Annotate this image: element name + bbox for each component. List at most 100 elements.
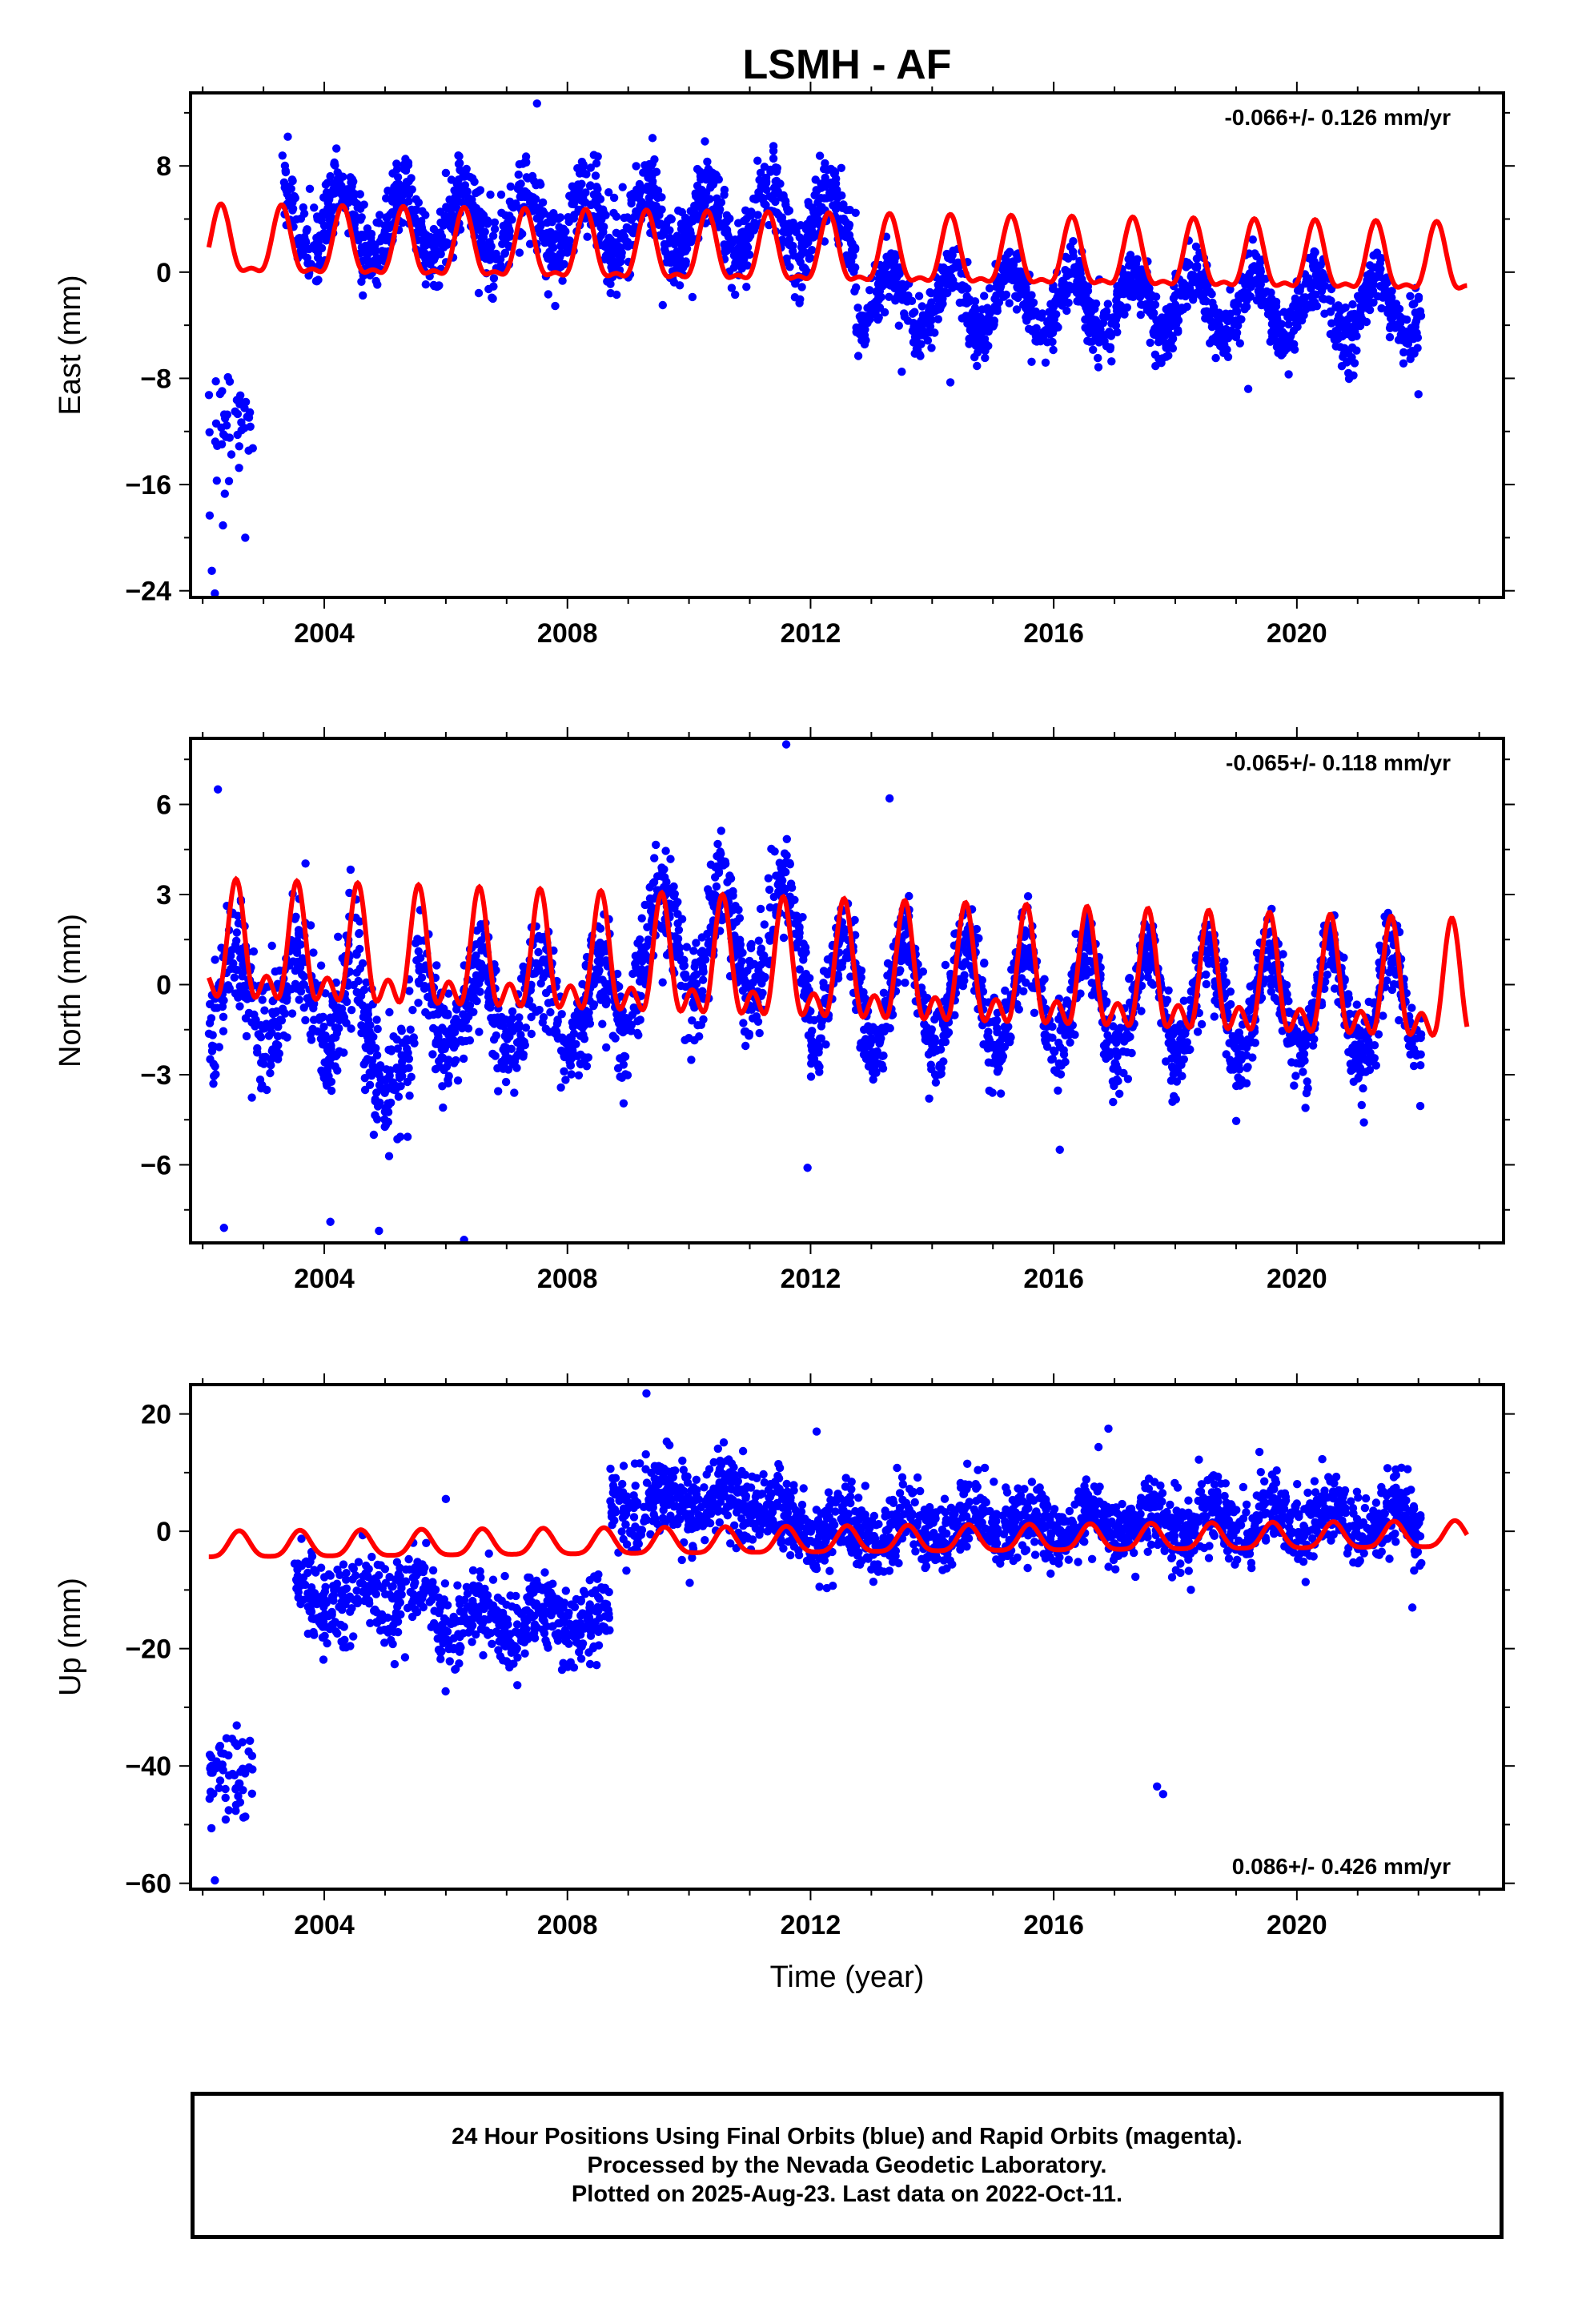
data-point bbox=[580, 1010, 589, 1019]
data-point bbox=[1118, 276, 1126, 286]
data-point bbox=[1248, 263, 1257, 272]
data-point bbox=[470, 177, 479, 187]
data-point bbox=[602, 1043, 611, 1052]
data-point bbox=[272, 1020, 281, 1030]
data-point bbox=[1028, 327, 1037, 336]
data-point bbox=[207, 1014, 216, 1023]
data-point bbox=[258, 1084, 267, 1092]
data-point bbox=[475, 1027, 484, 1036]
data-point bbox=[1113, 328, 1122, 336]
data-point bbox=[299, 979, 307, 989]
data-point bbox=[564, 1051, 572, 1059]
data-point bbox=[328, 1000, 338, 1009]
data-point bbox=[648, 179, 656, 188]
data-point bbox=[934, 300, 944, 309]
data-point bbox=[951, 263, 960, 272]
data-point bbox=[1377, 304, 1386, 313]
data-point bbox=[1129, 292, 1138, 301]
data-point bbox=[732, 939, 741, 948]
data-point bbox=[1284, 320, 1293, 329]
data-point bbox=[1387, 314, 1395, 323]
data-point bbox=[546, 1007, 555, 1017]
data-point bbox=[1296, 283, 1305, 292]
data-point bbox=[235, 442, 243, 451]
data-point bbox=[232, 936, 241, 946]
data-point bbox=[1374, 1030, 1383, 1039]
data-point bbox=[1235, 339, 1245, 348]
data-point bbox=[999, 260, 1008, 270]
data-point bbox=[579, 1030, 588, 1039]
data-point bbox=[1336, 306, 1345, 315]
data-point bbox=[1172, 320, 1181, 328]
data-point bbox=[756, 904, 765, 914]
data-point bbox=[645, 883, 654, 892]
data-point bbox=[255, 1031, 265, 1041]
data-point bbox=[488, 231, 498, 240]
data-point bbox=[1344, 349, 1353, 358]
data-point bbox=[1409, 332, 1418, 340]
data-point bbox=[1162, 352, 1170, 361]
data-point bbox=[880, 308, 889, 317]
data-point bbox=[490, 224, 500, 234]
data-point bbox=[626, 191, 635, 199]
data-point bbox=[582, 170, 591, 179]
data-point bbox=[363, 1055, 372, 1063]
data-point bbox=[1219, 348, 1228, 357]
data-point bbox=[681, 973, 690, 983]
data-point bbox=[409, 1033, 418, 1042]
data-point bbox=[614, 251, 623, 259]
data-point bbox=[779, 219, 789, 227]
data-point bbox=[691, 959, 700, 967]
data-point bbox=[294, 929, 303, 938]
data-point bbox=[1166, 303, 1174, 312]
data-point bbox=[754, 936, 763, 945]
data-point bbox=[436, 218, 445, 227]
data-point bbox=[886, 271, 896, 280]
data-point bbox=[211, 377, 220, 386]
data-point bbox=[244, 446, 253, 455]
data-point bbox=[1089, 345, 1098, 354]
data-point bbox=[1389, 300, 1398, 309]
data-point bbox=[543, 218, 552, 227]
data-point bbox=[326, 171, 335, 181]
data-point bbox=[449, 213, 458, 222]
data-point bbox=[360, 231, 369, 239]
data-point bbox=[1271, 297, 1281, 307]
data-point bbox=[1208, 298, 1217, 308]
data-point bbox=[220, 489, 229, 498]
data-point bbox=[1152, 316, 1161, 325]
data-point bbox=[321, 989, 330, 998]
data-point bbox=[829, 184, 837, 193]
data-point bbox=[435, 1056, 444, 1066]
data-point bbox=[472, 951, 480, 960]
data-point bbox=[798, 247, 807, 256]
data-point bbox=[505, 232, 514, 241]
data-point bbox=[616, 1027, 625, 1035]
y-axis-label: East (mm) bbox=[54, 275, 87, 415]
data-point bbox=[330, 160, 339, 169]
data-point bbox=[688, 1016, 697, 1025]
data-point bbox=[352, 950, 361, 959]
data-point bbox=[873, 315, 882, 324]
data-point bbox=[532, 181, 540, 190]
data-point bbox=[387, 1045, 396, 1054]
data-point bbox=[1248, 235, 1258, 244]
data-point bbox=[669, 891, 679, 901]
data-point bbox=[527, 1012, 536, 1022]
data-point bbox=[415, 979, 424, 988]
data-point bbox=[671, 899, 681, 909]
data-point bbox=[325, 1059, 335, 1068]
data-point bbox=[215, 389, 225, 399]
data-point bbox=[754, 188, 763, 197]
data-point bbox=[231, 407, 239, 416]
data-point bbox=[1291, 319, 1301, 328]
data-point bbox=[611, 1034, 620, 1043]
data-point bbox=[439, 1103, 448, 1112]
data-point bbox=[236, 954, 245, 963]
data-point bbox=[383, 1075, 391, 1084]
data-point bbox=[1174, 328, 1182, 336]
data-point bbox=[823, 166, 832, 175]
data-points bbox=[204, 740, 1470, 1243]
data-point bbox=[1075, 273, 1085, 283]
data-point bbox=[1171, 1095, 1181, 1104]
